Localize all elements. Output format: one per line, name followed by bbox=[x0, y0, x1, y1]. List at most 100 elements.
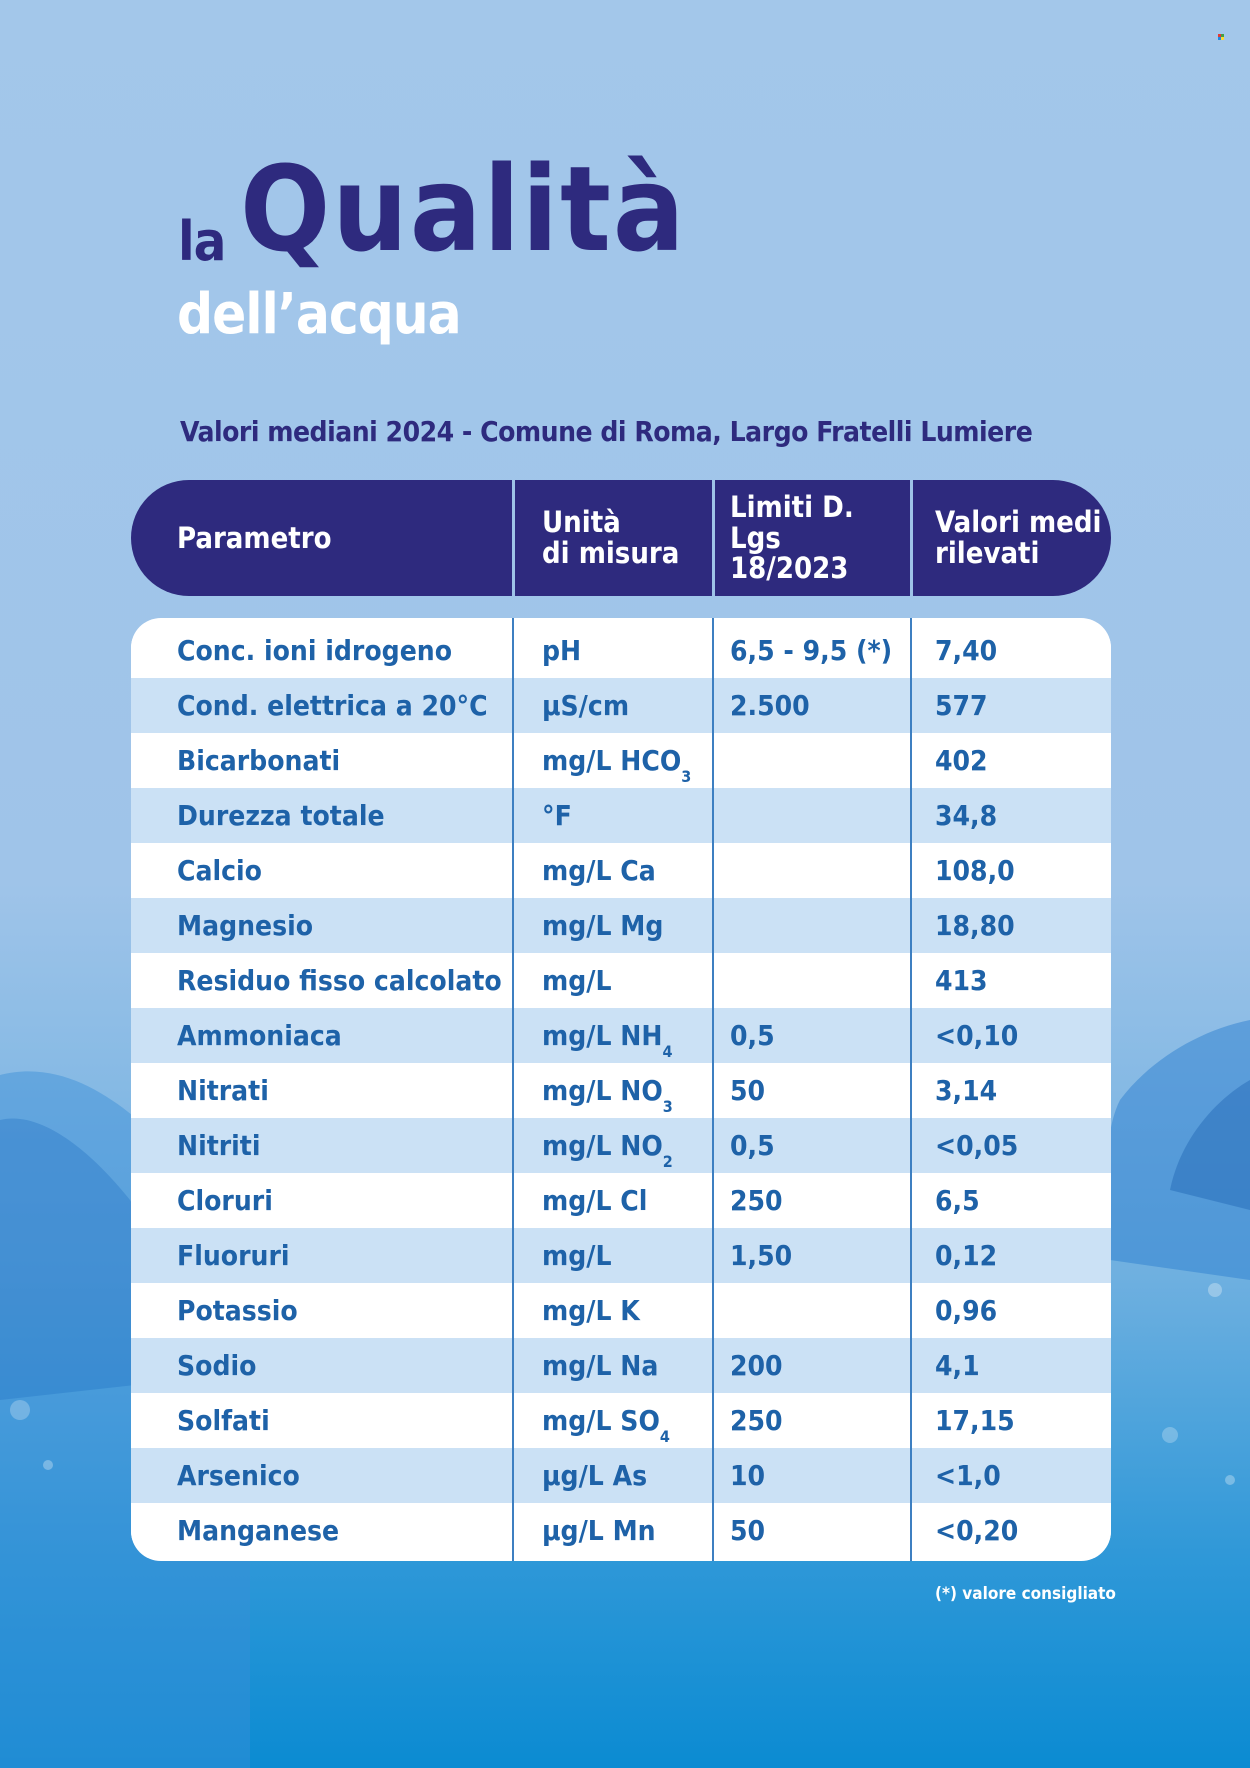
cell-parametro-text: Manganese bbox=[177, 1514, 340, 1547]
cell-parametro: Cond. elettrica a 20°C bbox=[177, 678, 488, 733]
cell-limiti-text: 0,5 bbox=[730, 1129, 775, 1162]
cell-parametro: Arsenico bbox=[177, 1448, 300, 1503]
cell-limiti: 0,5 bbox=[730, 1118, 775, 1173]
cell-limiti: 50 bbox=[730, 1503, 765, 1558]
cell-unita: mg/L Cl bbox=[542, 1173, 647, 1228]
cell-limiti: 10 bbox=[730, 1448, 765, 1503]
table-caption: Valori mediani 2024 - Comune di Roma, La… bbox=[180, 415, 1033, 448]
cell-valori: 4,1 bbox=[935, 1338, 980, 1393]
cell-valori-text: 402 bbox=[935, 744, 988, 777]
cell-limiti-text: 0,5 bbox=[730, 1019, 775, 1052]
cell-unita-text: mg/L NO bbox=[542, 1074, 663, 1107]
cell-limiti: 2.500 bbox=[730, 678, 810, 733]
cell-limiti: 250 bbox=[730, 1393, 783, 1448]
cell-valori-text: 34,8 bbox=[935, 799, 998, 832]
cell-unita-text: µg/L As bbox=[542, 1459, 648, 1492]
cell-parametro: Ammoniaca bbox=[177, 1008, 342, 1063]
cell-unita-text: mg/L Cl bbox=[542, 1184, 648, 1217]
cell-valori-text: 577 bbox=[935, 689, 988, 722]
cell-limiti-text: 50 bbox=[730, 1074, 766, 1107]
cell-valori: 3,14 bbox=[935, 1063, 997, 1118]
cell-limiti: 50 bbox=[730, 1063, 765, 1118]
unit-subscript: 2 bbox=[662, 1152, 673, 1171]
color-mark bbox=[1218, 34, 1225, 41]
cell-limiti-text: 50 bbox=[730, 1514, 766, 1547]
cell-valori-text: 108,0 bbox=[935, 854, 1015, 887]
header-valori: Valori medi rilevati bbox=[935, 505, 1102, 570]
table-row: Ammoniaca mg/L NH4 0,5 <0,10 bbox=[131, 1008, 1111, 1063]
cell-parametro-text: Magnesio bbox=[177, 909, 314, 942]
cell-valori-text: <1,0 bbox=[935, 1459, 1001, 1492]
cell-parametro: Manganese bbox=[177, 1503, 339, 1558]
cell-valori-text: 413 bbox=[935, 964, 988, 997]
cell-parametro: Nitriti bbox=[177, 1118, 260, 1173]
cell-unita-text: µg/L Mn bbox=[542, 1514, 656, 1547]
cell-valori: 34,8 bbox=[935, 788, 997, 843]
cell-parametro-text: Nitriti bbox=[177, 1129, 261, 1162]
cell-unita-text: mg/L Na bbox=[542, 1349, 659, 1382]
cell-limiti: 200 bbox=[730, 1338, 783, 1393]
cell-parametro-text: Fluoruri bbox=[177, 1239, 290, 1272]
table-header: Parametro Unità di misura Limiti D. Lgs … bbox=[131, 480, 1111, 596]
cell-limiti: 250 bbox=[730, 1173, 783, 1228]
header-divider bbox=[910, 480, 913, 596]
page-subtitle: dell’acqua bbox=[177, 282, 462, 347]
cell-valori: 18,80 bbox=[935, 898, 1015, 953]
cell-valori: <0,20 bbox=[935, 1503, 1018, 1558]
cell-valori-text: 0,96 bbox=[935, 1294, 998, 1327]
cell-limiti: 6,5 - 9,5 (*) bbox=[730, 623, 892, 678]
cell-valori: 402 bbox=[935, 733, 988, 788]
cell-valori-text: <0,20 bbox=[935, 1514, 1019, 1547]
unit-subscript: 4 bbox=[659, 1427, 670, 1446]
cell-valori: <0,10 bbox=[935, 1008, 1018, 1063]
cell-valori: <0,05 bbox=[935, 1118, 1018, 1173]
cell-parametro: Calcio bbox=[177, 843, 262, 898]
table-row: Arsenico µg/L As 10 <1,0 bbox=[131, 1448, 1111, 1503]
cell-valori-text: 18,80 bbox=[935, 909, 1015, 942]
cell-limiti-text: 10 bbox=[730, 1459, 766, 1492]
unit-subscript: 3 bbox=[662, 1097, 673, 1116]
cell-valori: 6,5 bbox=[935, 1173, 980, 1228]
cell-valori: 577 bbox=[935, 678, 988, 733]
table-row: Nitriti mg/L NO2 0,5 <0,05 bbox=[131, 1118, 1111, 1173]
cell-unita: mg/L Ca bbox=[542, 843, 656, 898]
table-row: Cloruri mg/L Cl 250 6,5 bbox=[131, 1173, 1111, 1228]
cell-valori-text: 17,15 bbox=[935, 1404, 1015, 1437]
cell-limiti-text: 250 bbox=[730, 1184, 783, 1217]
cell-unita-text: mg/L bbox=[542, 964, 612, 997]
cell-parametro-text: Durezza totale bbox=[177, 799, 385, 832]
cell-valori: 0,96 bbox=[935, 1283, 997, 1338]
cell-parametro-text: Calcio bbox=[177, 854, 262, 887]
header-divider bbox=[712, 480, 715, 596]
table-body: Conc. ioni idrogeno pH 6,5 - 9,5 (*) 7,40 Co… bbox=[131, 618, 1111, 1561]
cell-limiti: 1,50 bbox=[730, 1228, 792, 1283]
cell-parametro: Conc. ioni idrogeno bbox=[177, 623, 452, 678]
cell-valori-text: <0,05 bbox=[935, 1129, 1019, 1162]
cell-unita: µS/cm bbox=[542, 678, 629, 733]
title-prefix: la bbox=[178, 210, 226, 273]
cell-parametro-text: Residuo fisso calcolato bbox=[177, 964, 502, 997]
cell-unita-text: mg/L HCO bbox=[542, 744, 682, 777]
cell-parametro-text: Cond. elettrica a 20°C bbox=[177, 689, 488, 722]
cell-unita-text: mg/L K bbox=[542, 1294, 640, 1327]
table-row: Potassio mg/L K 0,96 bbox=[131, 1283, 1111, 1338]
cell-unita: mg/L Na bbox=[542, 1338, 658, 1393]
cell-limiti-text: 200 bbox=[730, 1349, 783, 1382]
unit-subscript: 4 bbox=[662, 1042, 673, 1061]
header-limiti: Limiti D. Lgs 18/2023 bbox=[730, 489, 854, 586]
table-row: Fluoruri mg/L 1,50 0,12 bbox=[131, 1228, 1111, 1283]
cell-unita: mg/L NO2 bbox=[542, 1118, 673, 1173]
cell-unita: mg/L SO4 bbox=[542, 1393, 670, 1448]
cell-unita: mg/L NH4 bbox=[542, 1008, 672, 1063]
cell-unita-text: mg/L Mg bbox=[542, 909, 664, 942]
cell-parametro: Magnesio bbox=[177, 898, 313, 953]
cell-parametro-text: Solfati bbox=[177, 1404, 270, 1437]
cell-unita-text: µS/cm bbox=[542, 689, 630, 722]
cell-valori: 0,12 bbox=[935, 1228, 997, 1283]
cell-unita: mg/L HCO3 bbox=[542, 733, 691, 788]
cell-limiti-text: 6,5 - 9,5 (*) bbox=[730, 634, 893, 667]
footnote: (*) valore consigliato bbox=[935, 1584, 1116, 1604]
cell-unita: mg/L bbox=[542, 953, 612, 1008]
cell-limiti: 0,5 bbox=[730, 1008, 775, 1063]
cell-parametro-text: Conc. ioni idrogeno bbox=[177, 634, 453, 667]
